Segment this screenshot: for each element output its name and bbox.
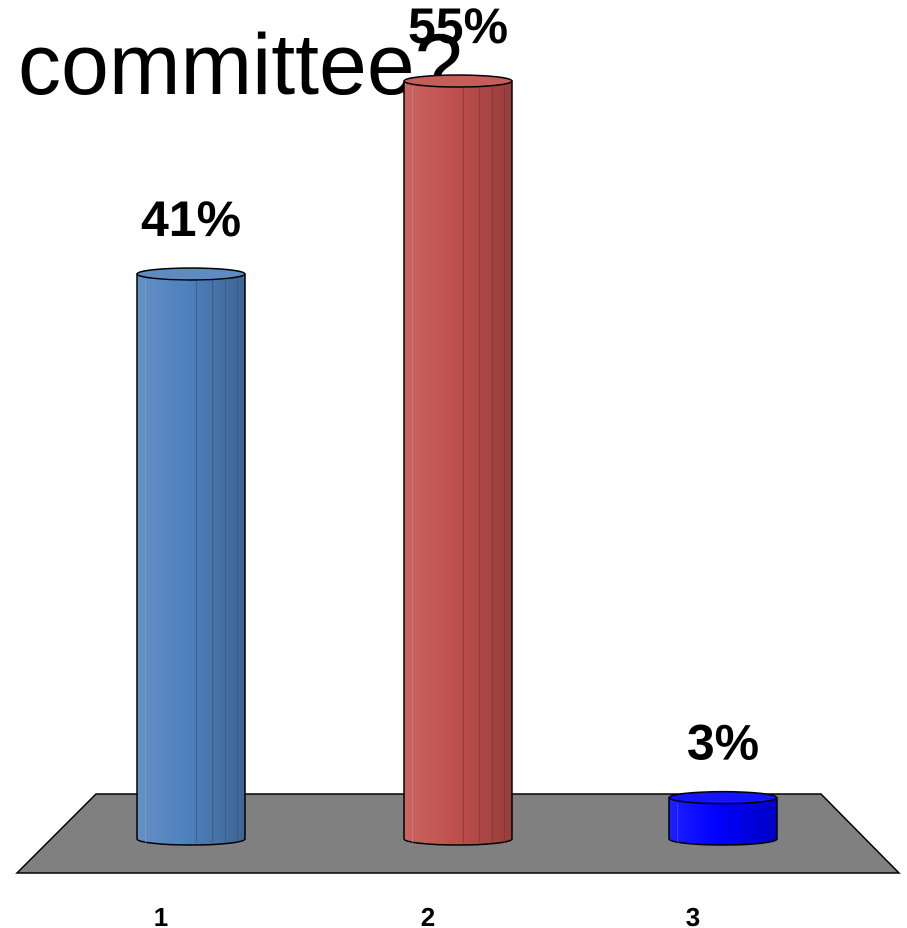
x-tick-label-1: 1 [154, 902, 168, 928]
bar-1 [136, 273, 246, 846]
x-tick-label-2: 2 [421, 902, 435, 928]
bar-3 [668, 796, 778, 846]
bar-2 [403, 80, 513, 846]
bar-2-top [403, 74, 513, 88]
data-label-2: 55% [408, 0, 508, 54]
data-label-1: 41% [141, 191, 241, 247]
bar-3-top [668, 790, 778, 805]
bar-1-top [136, 267, 246, 281]
chart-title: committee? [18, 17, 463, 113]
x-tick-label-3: 3 [686, 902, 700, 928]
data-label-3: 3% [687, 715, 759, 771]
